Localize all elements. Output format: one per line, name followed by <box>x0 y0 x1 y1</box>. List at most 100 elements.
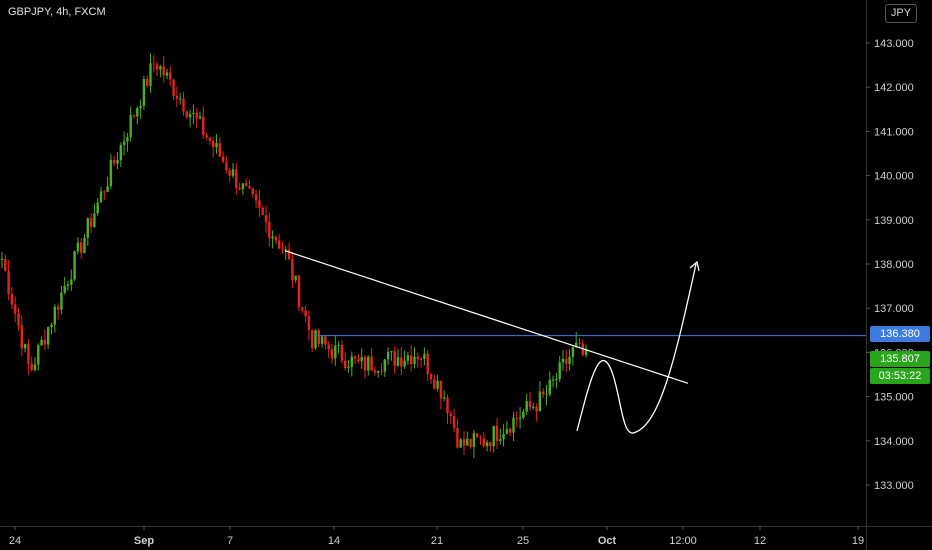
candle-body <box>525 401 528 412</box>
candle-body <box>565 358 568 364</box>
candle-body <box>235 169 238 188</box>
x-tick-label: 12:00 <box>669 535 697 547</box>
candle-body <box>482 438 485 447</box>
x-tick-label: 24 <box>9 535 21 547</box>
candle-body <box>429 374 433 380</box>
candle-body <box>53 306 56 325</box>
candle-body <box>492 425 495 447</box>
candle-body <box>96 202 99 214</box>
candle-body <box>383 359 386 372</box>
candle-body <box>307 316 311 331</box>
candle-body <box>195 112 198 119</box>
candle-body <box>485 442 489 447</box>
trend-line <box>284 250 689 384</box>
candle-body <box>512 417 515 433</box>
candle-body <box>142 78 146 106</box>
candle-body <box>248 186 251 189</box>
candle-body <box>165 72 169 76</box>
candle-body <box>380 370 383 372</box>
candle-body <box>505 428 509 435</box>
candle-body <box>218 143 221 157</box>
candle-body <box>304 310 307 317</box>
candle-body <box>70 279 73 285</box>
candle-body <box>426 353 429 375</box>
candle-body <box>47 326 50 345</box>
candle-body <box>340 345 344 361</box>
candle-body <box>60 292 63 310</box>
candle-body <box>241 183 245 190</box>
y-tick-label: 135.000 <box>874 392 914 404</box>
candle-body <box>284 249 287 251</box>
candle-body <box>575 342 578 347</box>
candle-body <box>175 95 179 99</box>
y-tick-label: 134.000 <box>874 436 914 448</box>
candle-body <box>393 351 396 366</box>
candle-body <box>456 427 459 448</box>
candle-body <box>419 358 423 360</box>
x-tick-label: 7 <box>227 535 233 547</box>
candle-body <box>132 115 136 117</box>
candle-body <box>208 137 212 142</box>
candle-body <box>10 294 14 305</box>
candle-body <box>386 352 390 360</box>
candle-body <box>476 433 479 438</box>
candle-body <box>37 345 40 365</box>
candle-body <box>129 115 132 138</box>
candle-body <box>330 349 334 359</box>
candle-body <box>89 218 93 227</box>
candle-body <box>264 215 268 222</box>
candle-body <box>439 380 443 399</box>
x-tick-label: Oct <box>598 535 617 547</box>
candle-body <box>324 336 327 345</box>
candle-body <box>23 344 27 349</box>
candle-body <box>449 413 452 416</box>
candle-body <box>149 63 152 86</box>
candle-body <box>578 342 581 344</box>
y-tick-label: 137.000 <box>874 303 914 315</box>
candle-body <box>106 186 109 192</box>
candle-body <box>281 248 284 250</box>
candle-body <box>43 339 47 345</box>
candle-body <box>202 116 205 136</box>
x-tick-label: 14 <box>328 535 340 547</box>
candle-body <box>179 98 182 100</box>
candle-body <box>231 169 235 176</box>
candle-body <box>169 72 172 80</box>
currency-button[interactable]: JPY <box>885 4 917 23</box>
candle-body <box>63 286 66 293</box>
candle-body <box>261 207 264 216</box>
x-tick-label: 12 <box>754 535 766 547</box>
candle-body <box>479 437 482 439</box>
candle-body <box>459 439 462 448</box>
candle-body <box>545 394 548 396</box>
candle-body <box>528 401 532 408</box>
candle-body <box>350 356 353 367</box>
candle-body <box>66 284 70 287</box>
candle-body <box>50 324 53 327</box>
candle-body <box>155 64 159 70</box>
candle-body <box>452 415 456 428</box>
candle-body <box>423 353 426 359</box>
candle-body <box>17 313 20 326</box>
candle-body <box>396 357 400 366</box>
symbol-title: GBPJPY, 4h, FXCM <box>8 6 106 18</box>
candle-body <box>301 307 304 311</box>
candle-body <box>4 259 7 271</box>
y-tick-label: 139.000 <box>874 215 914 227</box>
candle-body <box>294 275 297 281</box>
candle-body <box>80 242 83 254</box>
candle-body <box>370 356 373 371</box>
candle-body <box>251 188 254 195</box>
candle-body <box>502 434 505 440</box>
candle-body <box>532 406 535 408</box>
candle-body <box>515 417 518 419</box>
x-tick-label: 19 <box>852 535 864 547</box>
candle-body <box>287 249 291 259</box>
candle-body <box>357 358 360 362</box>
candle-body <box>188 113 192 118</box>
candle-body <box>0 259 4 261</box>
x-tick-label: 21 <box>431 535 443 547</box>
candle-body <box>109 159 113 187</box>
candle-body <box>367 356 370 371</box>
